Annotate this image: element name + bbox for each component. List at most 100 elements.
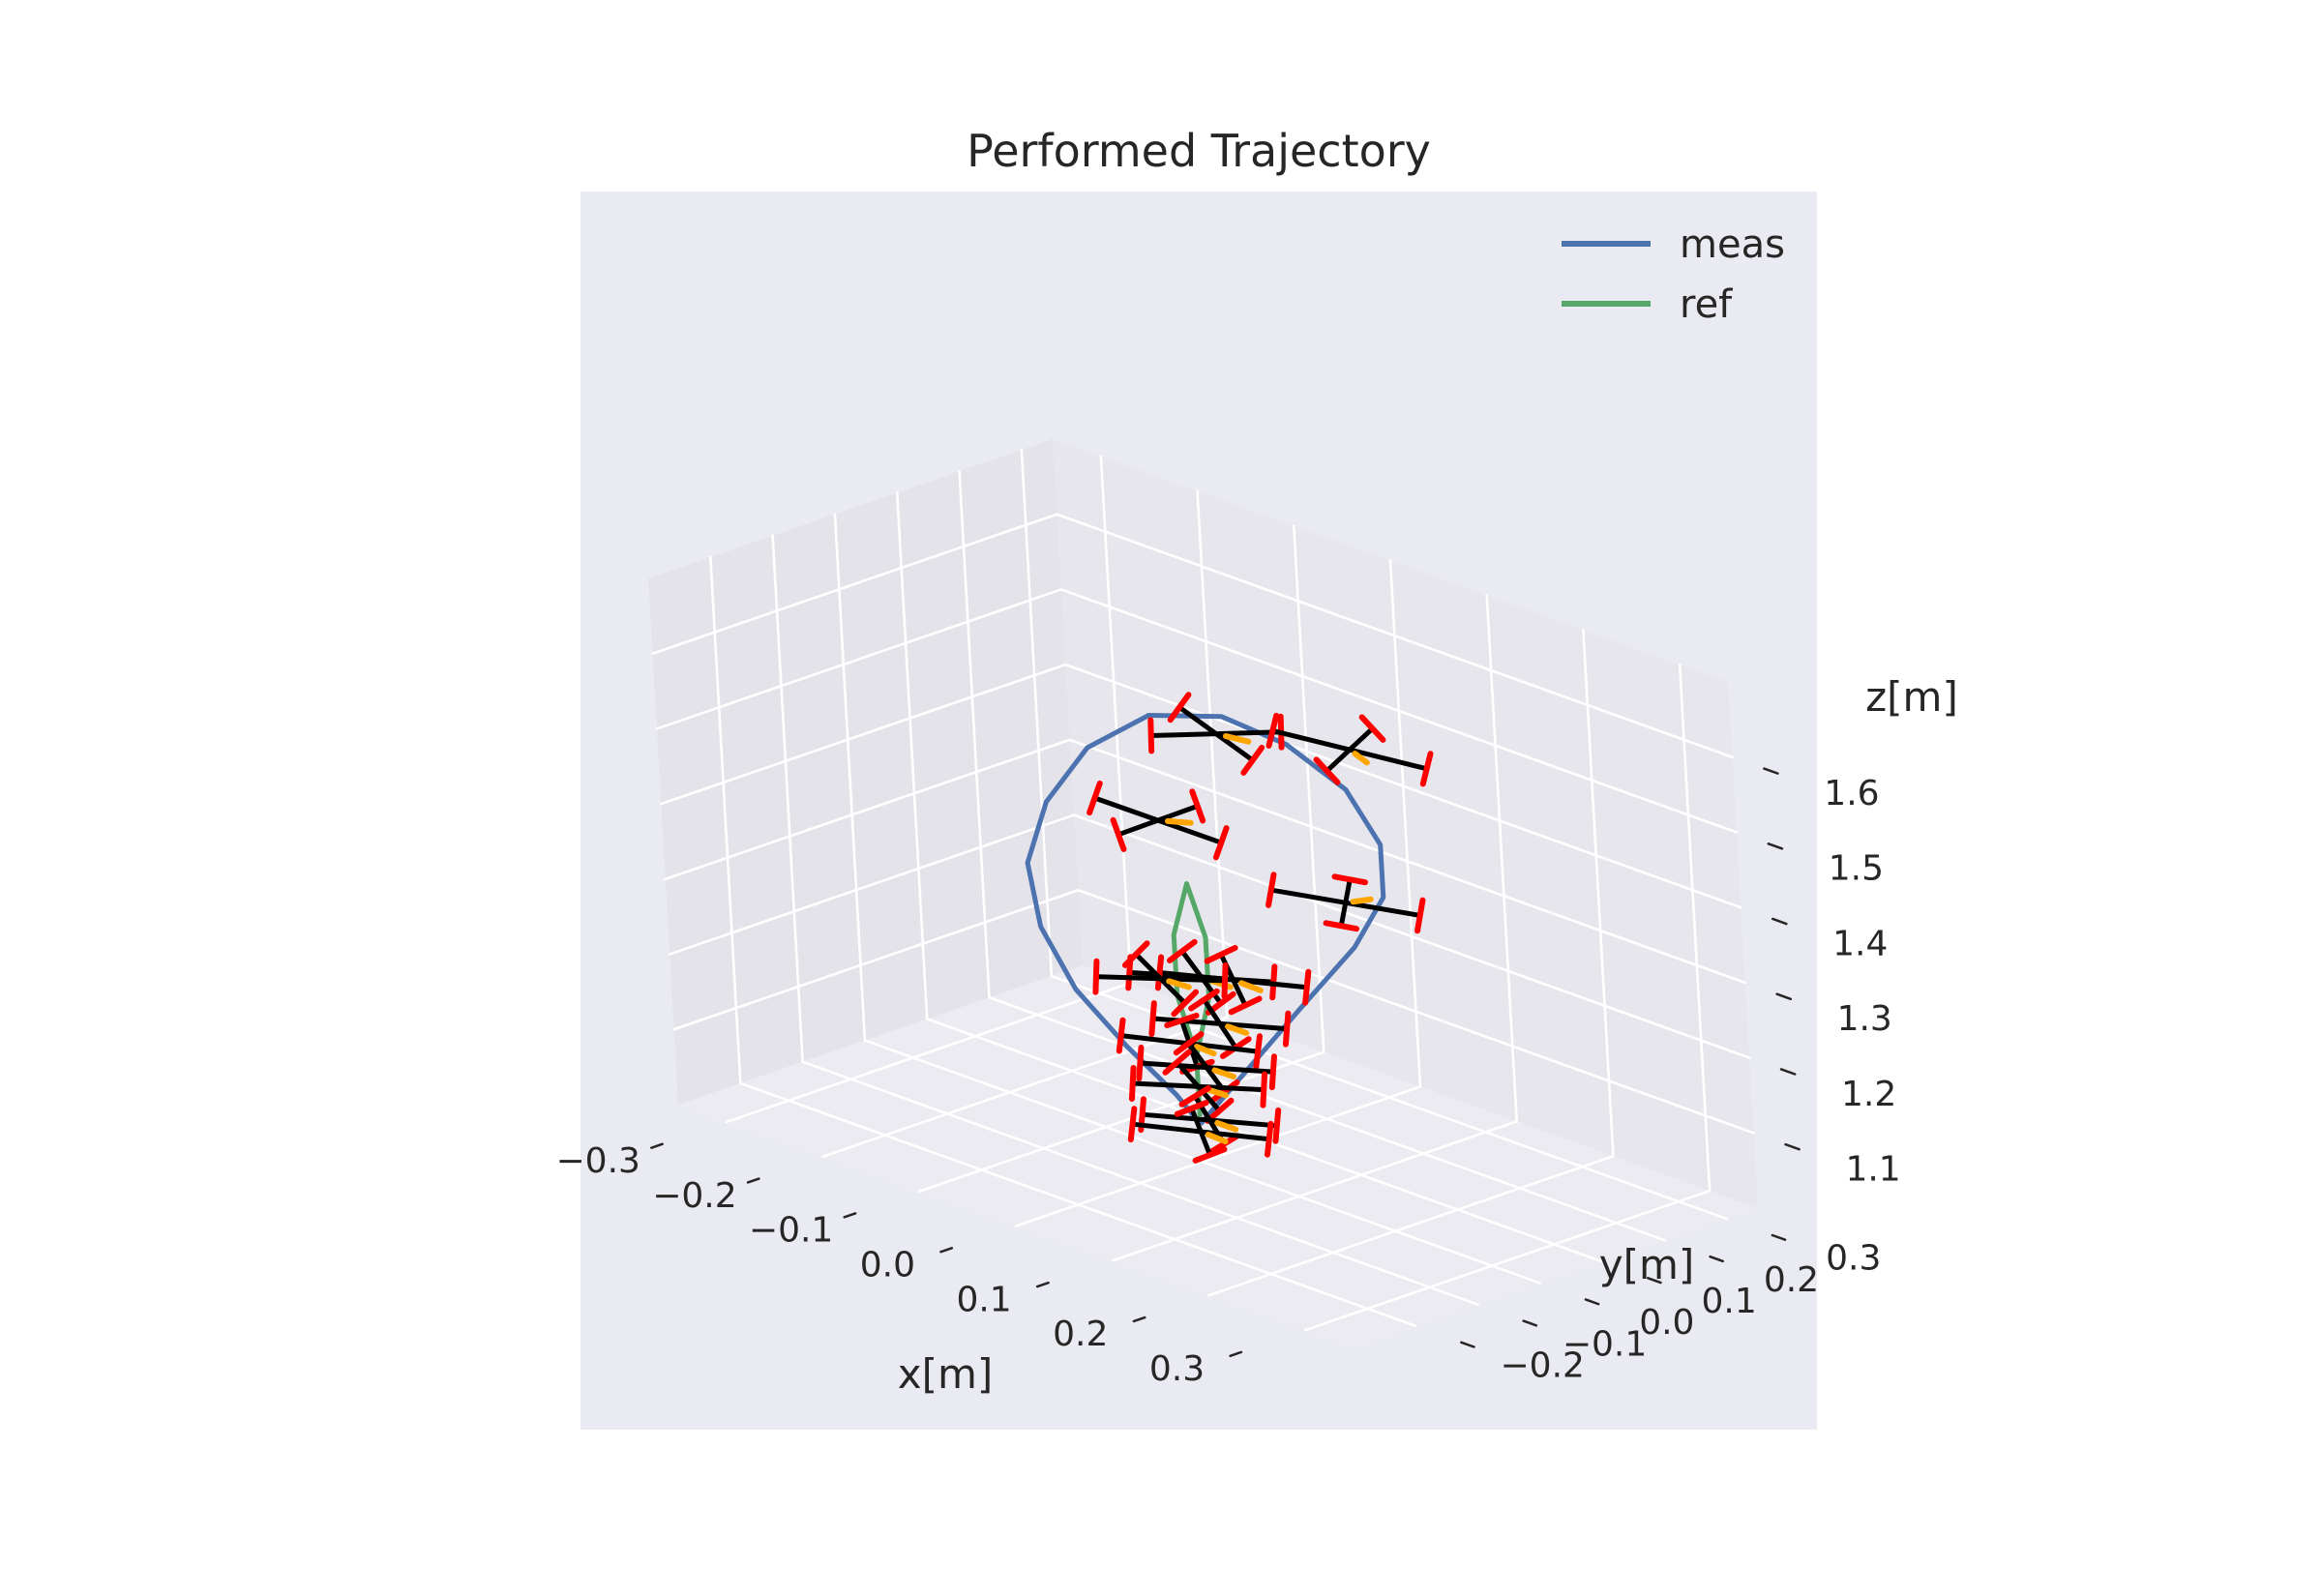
- z-axis-label: z[m]: [1865, 673, 1958, 721]
- drone-rotor: [1162, 1049, 1192, 1076]
- drone-rotor: [1192, 1146, 1228, 1164]
- drone-poses: [1087, 692, 1434, 1164]
- drone-rotor: [1205, 1097, 1235, 1124]
- legend-meas-label: meas: [1680, 222, 1785, 267]
- y-tick-mark: [1709, 1255, 1725, 1263]
- drone-rotor: [1331, 873, 1368, 886]
- drone-rotor: [1121, 940, 1150, 968]
- left-pane: [648, 439, 1083, 1105]
- y-tick-label: −0.2: [1501, 1345, 1585, 1385]
- grid-line-z-left: [659, 663, 1067, 806]
- x-axis-label: x[m]: [898, 1350, 994, 1398]
- drone-arm: [1268, 887, 1423, 918]
- series-meas-line: [1025, 713, 1386, 1126]
- drone-rotor: [1164, 1012, 1200, 1029]
- z-tick-label: 1.2: [1841, 1075, 1896, 1114]
- grid-lines: [651, 448, 1755, 1332]
- drone-rotor: [1178, 1085, 1211, 1108]
- drone-arm: [1324, 725, 1376, 774]
- y-tick-label: 0.3: [1826, 1239, 1881, 1279]
- z-tick-mark: [1784, 1142, 1801, 1151]
- x-tick-mark: [650, 1142, 664, 1149]
- drone-heading: [1350, 896, 1374, 905]
- grid-line-z-back: [1068, 738, 1747, 985]
- drone-rotor: [1136, 1045, 1145, 1081]
- y-tick-label: 0.1: [1702, 1282, 1757, 1321]
- drone-rotor: [1272, 1107, 1282, 1144]
- drone-pose: [1265, 712, 1434, 787]
- drone-arm: [1175, 1059, 1222, 1113]
- grid-line-x-back: [1196, 489, 1229, 1020]
- drone-rotor: [1092, 958, 1100, 995]
- drone-rotor: [1189, 788, 1206, 824]
- drone-rotor: [1147, 717, 1155, 754]
- drone-pose: [1265, 872, 1426, 934]
- drone-rotor: [1212, 825, 1230, 861]
- grid-line-y-left: [895, 491, 929, 1020]
- drone-rotor: [1282, 1010, 1292, 1048]
- drone-pose: [1147, 692, 1285, 776]
- drone-heading: [1222, 733, 1252, 745]
- grid-line-x-back: [1099, 455, 1133, 985]
- y-tick-label: −0.1: [1563, 1324, 1647, 1364]
- x-tick-label: 0.0: [860, 1245, 915, 1285]
- drone-rotor: [1110, 816, 1127, 852]
- grid-line-x-floor: [1014, 1085, 1422, 1227]
- grid-line-z-back: [1059, 588, 1739, 834]
- z-tick-label: 1.5: [1829, 849, 1884, 889]
- drone-rotor: [1204, 944, 1238, 964]
- grid-line-z-left: [651, 513, 1058, 656]
- grid-line-y-floor: [988, 995, 1666, 1242]
- drone-heading: [1352, 751, 1370, 766]
- grid-line-z-left: [668, 813, 1076, 956]
- drone-rotor: [1188, 988, 1220, 1012]
- drone-pose: [1136, 1031, 1277, 1105]
- y-axis-label: y[m]: [1599, 1241, 1695, 1288]
- drone-arm: [1176, 704, 1256, 763]
- grid-line-y-left: [833, 513, 867, 1042]
- drone-heading: [1205, 1131, 1229, 1145]
- drone-rotor: [1265, 712, 1280, 749]
- grid-line-x-floor: [1207, 1154, 1615, 1297]
- drone-rotor: [1419, 751, 1434, 787]
- y-tick-mark: [1647, 1277, 1662, 1285]
- z-tick-mark: [1763, 767, 1779, 775]
- drone-heading: [1238, 980, 1264, 993]
- x-tick-mark: [1229, 1350, 1243, 1358]
- x-tick-label: 0.3: [1149, 1349, 1205, 1389]
- grid-line-y-left: [1020, 448, 1054, 978]
- drone-heading: [1211, 1067, 1236, 1079]
- x-tick-label: −0.2: [652, 1176, 736, 1216]
- drone-rotor: [1127, 1106, 1138, 1143]
- y-tick-label: 0.0: [1639, 1303, 1694, 1343]
- drone-pose: [1087, 780, 1230, 861]
- legend: meas ref: [1562, 222, 1785, 327]
- grid-line-z-left: [655, 588, 1063, 730]
- grid-line-y-left: [771, 534, 804, 1063]
- z-tick-mark: [1775, 992, 1793, 1001]
- y-tick-label: 0.2: [1764, 1260, 1819, 1300]
- drone-heading: [1225, 1023, 1250, 1036]
- drone-heading: [1214, 1119, 1239, 1133]
- chart-title: Performed Trajectory: [967, 125, 1431, 177]
- x-tick-mark: [1132, 1315, 1146, 1323]
- x-tick-label: −0.3: [556, 1141, 640, 1181]
- grid-line-x-back: [1582, 628, 1615, 1158]
- drone-rotor: [1414, 897, 1426, 934]
- drone-rotor: [1208, 1079, 1240, 1105]
- grid-line-x-back: [1388, 559, 1422, 1088]
- x-tick-label: −0.1: [749, 1211, 833, 1251]
- drone-rotor: [1253, 1033, 1263, 1071]
- grid-line-y-floor: [739, 1081, 1417, 1328]
- drone-rotor: [1268, 1053, 1277, 1091]
- drone-rotor: [1148, 1000, 1157, 1037]
- drone-rotor: [1358, 714, 1386, 743]
- drone-rotor: [1116, 1017, 1126, 1054]
- drone-rotor: [1167, 692, 1192, 724]
- z-tick-label: 1.1: [1845, 1150, 1900, 1190]
- drone-pose: [1092, 940, 1229, 1018]
- x-tick-mark: [843, 1212, 857, 1219]
- drone-rotor: [1323, 920, 1360, 932]
- drone-pose: [1127, 1100, 1274, 1164]
- grid-line-z-left: [672, 888, 1080, 1031]
